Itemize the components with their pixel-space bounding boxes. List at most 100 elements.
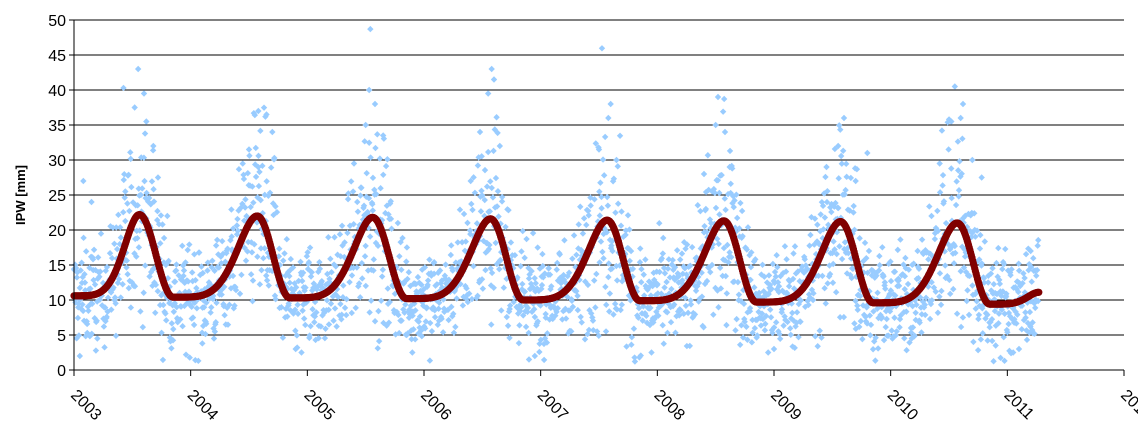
data-point — [1020, 270, 1027, 277]
data-point — [426, 357, 434, 364]
data-point — [770, 345, 778, 353]
data-point — [362, 121, 369, 129]
data-point — [995, 320, 1002, 327]
data-point — [645, 284, 652, 291]
data-point — [602, 328, 610, 335]
data-point — [616, 132, 624, 139]
data-point — [725, 259, 732, 266]
data-point — [199, 340, 206, 347]
data-point — [772, 319, 780, 326]
data-point — [707, 268, 714, 276]
data-point — [866, 312, 874, 319]
data-point — [540, 356, 548, 364]
data-point — [969, 156, 976, 164]
data-point — [214, 236, 221, 244]
data-point — [658, 255, 666, 262]
data-point — [192, 276, 199, 284]
data-point — [941, 262, 949, 269]
data-point — [665, 300, 672, 307]
data-point — [232, 286, 240, 294]
data-point — [612, 209, 619, 216]
data-point — [955, 186, 963, 194]
data-point — [787, 331, 794, 338]
data-point — [318, 277, 326, 285]
data-point — [511, 252, 519, 259]
data-point — [809, 296, 817, 304]
data-point — [177, 316, 184, 323]
data-point — [495, 213, 502, 220]
data-point — [79, 307, 87, 315]
data-point — [256, 281, 264, 288]
data-point — [143, 118, 150, 125]
data-point — [978, 260, 986, 267]
data-point — [350, 220, 357, 228]
data-point — [910, 260, 917, 267]
x-tick-label: 2006 — [417, 387, 454, 424]
data-point — [635, 314, 642, 321]
data-point — [847, 174, 855, 182]
data-point — [952, 201, 960, 209]
data-point — [309, 306, 316, 313]
data-point — [596, 212, 604, 219]
data-point — [963, 223, 971, 231]
data-point — [481, 196, 488, 204]
data-point — [489, 194, 497, 201]
data-point — [746, 252, 753, 259]
data-point — [186, 241, 193, 248]
data-point — [151, 264, 158, 272]
data-point — [448, 242, 455, 249]
data-point — [684, 309, 692, 317]
data-point — [937, 301, 945, 308]
data-point — [702, 205, 710, 213]
data-point — [122, 217, 129, 225]
data-point — [652, 292, 659, 299]
data-point — [139, 185, 146, 192]
data-point — [830, 238, 837, 245]
data-point — [705, 264, 713, 271]
data-point — [812, 333, 819, 340]
data-point — [679, 280, 687, 288]
data-point — [617, 222, 625, 229]
data-point — [647, 292, 655, 299]
data-point — [145, 194, 153, 202]
data-point — [831, 145, 839, 153]
data-point — [641, 310, 649, 317]
data-point — [782, 268, 790, 275]
data-point — [731, 197, 738, 204]
data-point — [1034, 242, 1041, 249]
data-point — [910, 286, 917, 294]
data-point — [169, 337, 177, 344]
data-point — [127, 155, 134, 163]
data-point — [127, 304, 135, 311]
data-point — [332, 263, 340, 270]
data-point — [846, 207, 853, 214]
data-point — [993, 290, 1001, 298]
data-point — [257, 245, 265, 252]
data-point — [769, 260, 777, 268]
data-point — [885, 332, 892, 339]
data-point — [80, 234, 87, 242]
data-point — [272, 203, 279, 210]
data-point — [987, 270, 995, 277]
data-point — [515, 339, 523, 347]
data-point — [912, 309, 919, 317]
data-point — [526, 271, 533, 278]
data-point — [647, 304, 654, 312]
data-point — [345, 190, 352, 197]
data-point — [631, 354, 638, 361]
data-point — [367, 154, 374, 161]
data-point — [617, 306, 624, 314]
data-point — [195, 357, 202, 365]
data-point — [257, 127, 264, 135]
data-point — [439, 329, 447, 336]
data-point — [568, 297, 576, 305]
data-point — [888, 327, 895, 334]
data-point — [609, 247, 616, 255]
data-point — [488, 184, 495, 192]
data-point — [969, 282, 976, 289]
data-point — [622, 227, 630, 234]
data-point — [188, 269, 196, 276]
data-point — [403, 244, 411, 251]
data-point — [531, 274, 538, 282]
data-point — [553, 266, 560, 273]
